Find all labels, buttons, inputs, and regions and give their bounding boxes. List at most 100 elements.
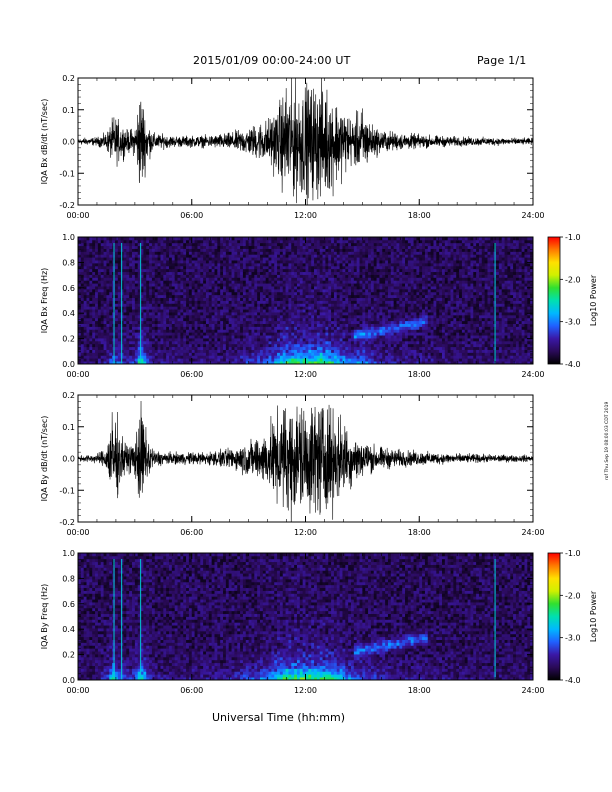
spectrogram-cell (385, 277, 388, 280)
spectrogram-cell (269, 301, 272, 304)
spectrogram-cell (115, 338, 118, 341)
spectrogram-cell (385, 338, 388, 341)
spectrogram-cell (109, 263, 112, 266)
spectrogram-cell (81, 266, 84, 269)
spectrogram-cell (106, 329, 109, 332)
spectrogram-cell (308, 338, 311, 341)
spectrogram-cell (271, 309, 274, 312)
spectrogram-cell (226, 283, 229, 286)
spectrogram-cell (342, 321, 345, 324)
spectrogram-cell (351, 277, 354, 280)
spectrogram-cell (251, 286, 254, 289)
spectrogram-cell (283, 292, 286, 295)
spectrogram-cell (87, 350, 90, 353)
spectrogram-cell (229, 312, 232, 315)
spectrogram-cell (109, 326, 112, 329)
spectrogram-cell (243, 272, 246, 275)
spectrogram-cell (385, 332, 388, 335)
spectrogram-cell (388, 260, 391, 263)
spectrogram-cell (155, 347, 158, 350)
spectrogram-cell (371, 280, 374, 283)
spectrogram-cell (95, 344, 98, 347)
spectrogram-cell (109, 251, 112, 254)
spectrogram-cell (291, 332, 294, 335)
spectrogram-cell (163, 326, 166, 329)
spectrogram-cell (257, 289, 260, 292)
spectrogram-cell (280, 355, 283, 358)
spectrogram-cell (106, 295, 109, 298)
spectrogram-cell (374, 306, 377, 309)
spectrogram-cell (388, 251, 391, 254)
spectrogram-cell (172, 240, 175, 243)
spectrogram-cell (328, 301, 331, 304)
spectrogram-cell (209, 263, 212, 266)
spectrogram-cell (160, 312, 163, 315)
spectrogram-cell (209, 326, 212, 329)
spectrogram-cell (297, 358, 300, 361)
spectrogram-cell (345, 355, 348, 358)
spectrogram-cell (115, 275, 118, 278)
spectrogram-cell (342, 266, 345, 269)
spectrogram-cell (126, 344, 129, 347)
spectrogram-cell (106, 326, 109, 329)
spectrogram-cell (317, 352, 320, 355)
spectrogram-cell (271, 272, 274, 275)
spectrogram-cell (172, 347, 175, 350)
spectrogram-cell (155, 321, 158, 324)
spectrogram-cell (129, 249, 132, 252)
spectrogram-cell (300, 251, 303, 254)
spectrogram-cell (234, 355, 237, 358)
spectrogram-cell (223, 257, 226, 260)
spectrogram-cell (240, 295, 243, 298)
spectrogram-cell (169, 338, 172, 341)
spectrogram-cell (212, 355, 215, 358)
spectrogram-cell (269, 303, 272, 306)
spectrogram-cell (115, 358, 118, 361)
spectrogram-cell (303, 315, 306, 318)
spectrogram-cell (143, 355, 146, 358)
spectrogram-cell (183, 272, 186, 275)
spectrogram-cell (357, 326, 360, 329)
spectrogram-cell (217, 318, 220, 321)
spectrogram-cell (351, 295, 354, 298)
spectrogram-cell (303, 289, 306, 292)
spectrogram-cell (212, 266, 215, 269)
spectrogram-cell (337, 318, 340, 321)
spectrogram-cell (106, 246, 109, 249)
spectrogram-cell (109, 318, 112, 321)
spectrogram-cell (377, 263, 380, 266)
spectrogram-cell (160, 246, 163, 249)
spectrogram-cell (362, 341, 365, 344)
spectrogram-cell (178, 301, 181, 304)
spectrogram-cell (155, 344, 158, 347)
spectrogram-cell (323, 269, 326, 272)
spectrogram-cell (169, 246, 172, 249)
spectrogram-cell (101, 289, 104, 292)
spectrogram-cell (209, 329, 212, 332)
spectrogram-cell (365, 286, 368, 289)
spectrogram-cell (186, 350, 189, 353)
spectrogram-cell (132, 286, 135, 289)
spectrogram-cell (368, 243, 371, 246)
spectrogram-cell (126, 358, 129, 361)
spectrogram-cell (331, 269, 334, 272)
spectrogram-cell (340, 292, 343, 295)
spectrogram-cell (101, 341, 104, 344)
spectrogram-cell (331, 249, 334, 252)
spectrogram-cell (149, 303, 152, 306)
spectrogram-cell (257, 332, 260, 335)
spectrogram-cell (206, 329, 209, 332)
spectrogram-cell (152, 309, 155, 312)
spectrogram-cell (280, 266, 283, 269)
spectrogram-cell (271, 355, 274, 358)
spectrogram-cell (89, 292, 92, 295)
spectrogram-cell (266, 277, 269, 280)
spectrogram-cell (280, 286, 283, 289)
spectrogram-cell (308, 335, 311, 338)
spectrogram-cell (297, 295, 300, 298)
spectrogram-cell (382, 275, 385, 278)
spectrogram-cell (325, 315, 328, 318)
spectrogram-cell (115, 289, 118, 292)
spectrogram-cell (379, 347, 382, 350)
spectrogram-cell (129, 283, 132, 286)
